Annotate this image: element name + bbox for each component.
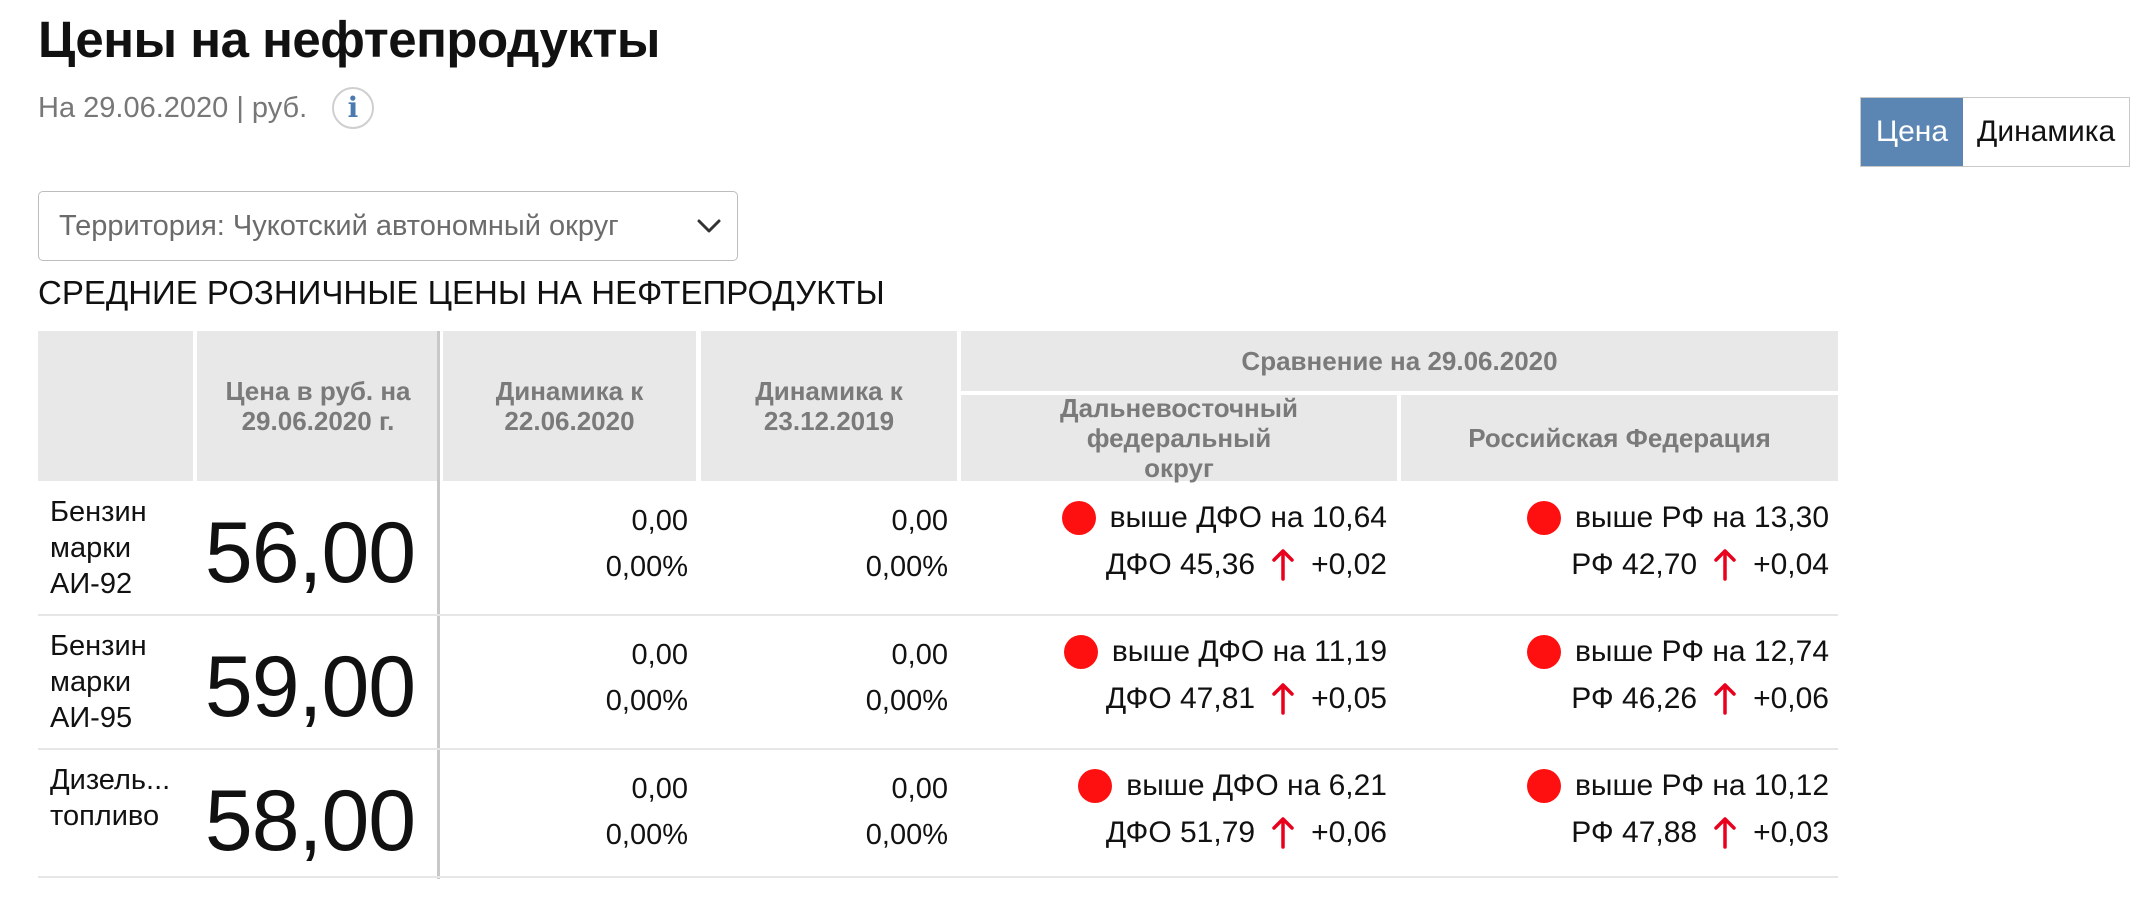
header-dyn-week: Динамика к 22.06.2020 (495, 376, 644, 436)
rf-reference: РФ 42,70 +0,04 (1571, 548, 1829, 582)
dfo-reference: ДФО 45,36 +0,02 (1106, 548, 1387, 582)
status-dot-icon (1526, 635, 1561, 669)
arrow-up-icon (1272, 683, 1294, 715)
view-toggle: Цена Динамика (1860, 97, 2131, 167)
dfo-compare-text: выше ДФО на 11,19 (1111, 635, 1387, 668)
arrow-up-icon (1714, 549, 1736, 581)
dfo-price-text: ДФО 51,79 (1105, 816, 1256, 849)
territory-select-value: Территория: Чукотский автономный округ (59, 210, 619, 242)
rf-compare-text: выше РФ на 13,30 (1574, 501, 1829, 534)
header-cell-rf: Российская Федерация (1401, 395, 1838, 481)
dfo-price-text: ДФО 45,36 (1105, 548, 1256, 581)
current-price: 56,00 (204, 505, 416, 601)
chevron-down-icon (697, 219, 721, 233)
dfo-reference: ДФО 51,79 +0,06 (1106, 816, 1387, 850)
dfo-comparison: выше ДФО на 11,19 (1063, 635, 1387, 669)
header-rf: Российская Федерация (1468, 423, 1771, 453)
status-dot-icon (1063, 635, 1098, 669)
rf-change-text: +0,06 (1753, 682, 1829, 715)
rf-change-text: +0,03 (1753, 816, 1829, 849)
arrow-up-icon (1272, 549, 1294, 581)
territory-select[interactable]: Территория: Чукотский автономный округ (38, 191, 738, 261)
dfo-price-text: ДФО 47,81 (1105, 682, 1256, 715)
page-title: Цены на нефтепродукты (38, 11, 660, 68)
current-price: 58,00 (204, 773, 416, 869)
dyn-week-abs: 0,00 (631, 773, 688, 805)
dfo-change-text: +0,05 (1311, 682, 1387, 715)
dfo-reference: ДФО 47,81 +0,05 (1106, 682, 1387, 716)
header-cell-comparison: Сравнение на 29.06.2020 (961, 331, 1838, 391)
section-title: СРЕДНИЕ РОЗНИЧНЫЕ ЦЕНЫ НА НЕФТЕПРОДУКТЫ (38, 274, 885, 311)
dfo-comparison: выше ДФО на 10,64 (1061, 501, 1387, 535)
dfo-compare-text: выше ДФО на 6,21 (1126, 769, 1387, 802)
dyn-week-abs: 0,00 (631, 505, 688, 537)
dfo-comparison: выше ДФО на 6,21 (1078, 769, 1387, 803)
status-dot-icon (1526, 769, 1561, 803)
status-dot-icon (1061, 501, 1096, 535)
dyn-year-pct: 0,00% (865, 551, 948, 583)
rf-comparison: выше РФ на 13,30 (1526, 501, 1829, 535)
header-dfo: Дальневосточный федеральный округ (1060, 393, 1298, 483)
rf-price-text: РФ 42,70 (1571, 548, 1698, 581)
header-price: Цена в руб. на 29.06.2020 г. (225, 376, 411, 436)
dyn-week-pct: 0,00% (605, 551, 688, 583)
dfo-change-text: +0,02 (1311, 548, 1387, 581)
rf-comparison: выше РФ на 10,12 (1526, 769, 1829, 803)
header-cell-product (38, 331, 193, 481)
current-price: 59,00 (204, 639, 416, 735)
rf-price-text: РФ 46,26 (1571, 682, 1698, 715)
price-column-divider (437, 331, 440, 879)
rf-comparison: выше РФ на 12,74 (1526, 635, 1829, 669)
dfo-compare-text: выше ДФО на 10,64 (1109, 501, 1387, 534)
dyn-year-abs: 0,00 (891, 773, 948, 805)
arrow-up-icon (1714, 683, 1736, 715)
dynamics-view-button[interactable]: Динамика (1977, 115, 2116, 148)
header-dyn-year: Динамика к 23.12.2019 (755, 376, 903, 436)
rf-change-text: +0,04 (1753, 548, 1829, 581)
header-cell-dyn-year: Динамика к 23.12.2019 (701, 331, 957, 481)
product-name: Дизель... топливо (50, 764, 171, 832)
dyn-week-abs: 0,00 (631, 639, 688, 671)
dyn-week-pct: 0,00% (605, 685, 688, 717)
arrow-up-icon (1714, 817, 1736, 849)
header-cell-price: Цена в руб. на 29.06.2020 г. (197, 331, 439, 481)
rf-compare-text: выше РФ на 10,12 (1574, 769, 1829, 802)
dfo-change-text: +0,06 (1311, 816, 1387, 849)
rf-compare-text: выше РФ на 12,74 (1574, 635, 1829, 668)
row-divider (38, 748, 1838, 750)
rf-reference: РФ 46,26 +0,06 (1571, 682, 1829, 716)
page-subtitle: На 29.06.2020 | руб. (38, 92, 308, 124)
row-divider (38, 876, 1838, 878)
product-name: Бензин марки АИ-95 (50, 630, 147, 734)
rf-reference: РФ 47,88 +0,03 (1571, 816, 1829, 850)
row-divider (38, 614, 1838, 616)
status-dot-icon (1078, 769, 1113, 803)
price-view-button[interactable]: Цена (1861, 98, 1963, 166)
info-icon[interactable]: i (332, 87, 374, 129)
header-comparison: Сравнение на 29.06.2020 (1241, 346, 1558, 376)
product-name: Бензин марки АИ-92 (50, 496, 147, 600)
rf-price-text: РФ 47,88 (1571, 816, 1698, 849)
dyn-week-pct: 0,00% (605, 819, 688, 851)
dyn-year-abs: 0,00 (891, 639, 948, 671)
header-cell-dfo: Дальневосточный федеральный округ (961, 393, 1397, 483)
arrow-up-icon (1272, 817, 1294, 849)
dyn-year-abs: 0,00 (891, 505, 948, 537)
dyn-year-pct: 0,00% (865, 685, 948, 717)
dyn-year-pct: 0,00% (865, 819, 948, 851)
header-cell-dyn-week: Динамика к 22.06.2020 (443, 331, 696, 481)
status-dot-icon (1526, 501, 1561, 535)
